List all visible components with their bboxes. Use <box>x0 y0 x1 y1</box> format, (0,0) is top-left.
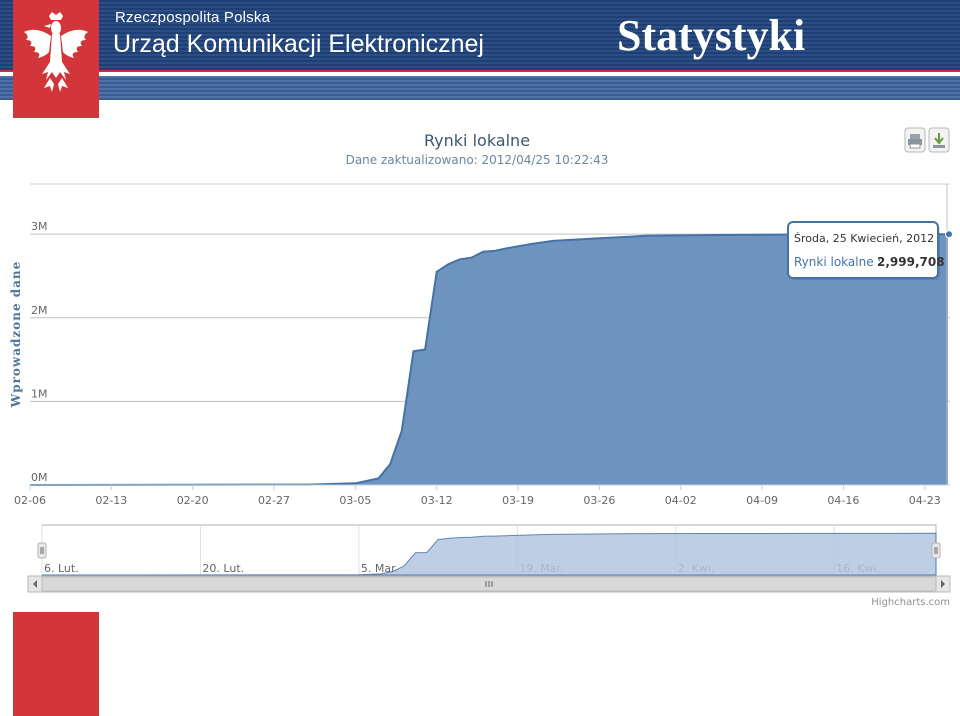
hover-point-marker <box>945 230 953 239</box>
tooltip-series-name: Rynki lokalne : <box>794 255 881 269</box>
navigator-series <box>41 532 937 576</box>
download-tray-icon <box>933 145 945 148</box>
series-area <box>30 234 948 485</box>
navigator-tick-label: 20. Lut. <box>202 562 244 575</box>
page-header: Rzeczpospolita Polska Urząd Komunikacji … <box>0 0 960 100</box>
printer-icon <box>910 134 920 139</box>
x-tick-label: 04-02 <box>665 494 697 507</box>
printer-paper-icon <box>909 143 921 149</box>
tooltip-box <box>787 221 939 279</box>
org-country: Rzeczpospolita Polska <box>115 9 271 26</box>
x-tick-label: 02-27 <box>258 494 290 507</box>
x-tick-label: 02-20 <box>177 494 209 507</box>
x-tick-label: 03-12 <box>421 494 453 507</box>
tooltip-date: Środa, 25 Kwiecień, 2012 <box>794 232 934 245</box>
header-band <box>0 0 960 70</box>
white-eagle-emblem-icon <box>24 12 88 92</box>
printer-body-icon <box>908 139 922 145</box>
y-tick-label: 1M <box>31 387 48 400</box>
chart-subtitle: Dane zaktualizowano: 2012/04/25 10:22:43 <box>346 153 609 167</box>
x-tick-label: 04-23 <box>909 494 941 507</box>
arrow-right-icon <box>941 580 945 588</box>
x-tick-label: 03-26 <box>583 494 615 507</box>
x-tick-label: 04-09 <box>746 494 778 507</box>
y-tick-label: 0M <box>31 471 48 484</box>
download-icon <box>934 133 944 145</box>
navigator-tick-label: 6. Lut. <box>44 562 79 575</box>
series-line <box>29 233 949 486</box>
x-tick-label: 02-06 <box>14 494 46 507</box>
x-tick-label: 02-13 <box>95 494 127 507</box>
navigator-tick-label: 5. Mar. <box>361 562 398 575</box>
x-tick-label: 04-16 <box>827 494 859 507</box>
stock-chart: Rynki lokalne Dane zaktualizowano: 2012/0… <box>9 127 953 608</box>
navigator-left-handle[interactable] <box>37 542 47 559</box>
emblem-panel <box>13 0 99 118</box>
x-tick-label: 03-19 <box>502 494 534 507</box>
credits-link[interactable]: Highcharts.com <box>871 597 950 608</box>
y-tick-label: 2M <box>31 304 48 317</box>
tooltip-value: 2,999,708 <box>877 255 945 269</box>
navigator-right-handle[interactable] <box>931 542 941 559</box>
org-name: Urząd Komunikacji Elektronicznej <box>113 30 484 58</box>
chart-title: Rynki lokalne <box>424 131 530 150</box>
header-lower-band <box>0 76 960 100</box>
y-axis-title: Wprowadzone dane <box>9 261 23 409</box>
footer-red-block <box>13 612 99 716</box>
scroll-grip-icon <box>485 581 493 587</box>
page-title: Statystyki <box>617 11 806 60</box>
x-tick-label: 03-05 <box>339 494 371 507</box>
y-tick-label: 3M <box>31 220 48 233</box>
arrow-left-icon <box>33 580 37 588</box>
header-divider <box>0 70 960 72</box>
